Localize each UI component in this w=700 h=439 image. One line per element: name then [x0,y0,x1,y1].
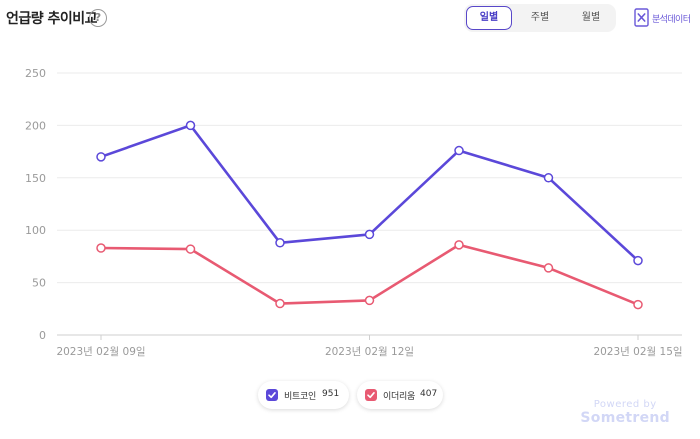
data-point [364,295,375,306]
data-point [454,240,464,250]
series-points [96,120,643,310]
chart-header: 언급량 추이비교 ? 일별 주별 월별 분석데이터 [0,0,700,40]
export-label: 분석데이터 [652,15,691,25]
period-tabs: 일별 주별 월별 [464,4,616,32]
data-point [185,244,196,254]
powered-by-text: Powered by [593,399,657,410]
data-point [633,299,643,310]
y-axis: 0 50 100 150 200 250 [25,67,46,342]
data-point [633,255,643,266]
excel-icon [634,8,649,27]
checkbox-checked-icon[interactable] [365,389,377,401]
data-point [543,173,554,183]
series-lines [99,124,640,306]
brand-logo-text: Sometrend [580,410,670,426]
y-tick-label: 50 [32,277,46,290]
x-tick-label: 2023년 02월 12일 [325,345,414,358]
data-point [454,145,464,156]
x-axis: 2023년 02월 09일 2023년 02월 12일 2023년 02월 15일 [56,335,683,358]
data-point [275,298,285,309]
x-tick-label: 2023년 02월 15일 [593,345,682,358]
data-point [364,229,375,240]
legend: 비트코인 951 이더리움 407 [0,381,700,411]
data-point [543,263,554,273]
y-tick-label: 200 [25,119,46,132]
data-point [185,120,196,131]
help-icon[interactable]: ? [89,9,107,27]
tab-weekly[interactable]: 주별 [530,12,550,23]
powered-by-watermark: Powered by Sometrend [580,399,670,426]
y-tick-label: 250 [25,67,46,80]
tab-daily[interactable]: 일별 [466,6,512,30]
y-tick-label: 100 [25,224,46,237]
series-line-1 [99,243,640,306]
chart-grid [57,72,682,336]
line-chart: 0 50 100 150 200 250 2023년 02월 09일 2023년 02월 1… [25,67,683,358]
legend-item-ethereum[interactable]: 이더리움 407 [357,381,443,409]
tab-monthly[interactable]: 월별 [581,12,601,23]
x-tick-label: 2023년 02월 09일 [56,345,145,358]
legend-item-bitcoin[interactable]: 비트코인 951 [258,381,349,409]
y-tick-label: 150 [25,172,46,185]
y-tick-label: 0 [39,329,46,342]
data-point [96,243,106,253]
legend-name: 비트코인 [284,392,316,402]
data-point [275,238,285,248]
legend-count: 407 [420,389,438,399]
series-line-0 [99,124,640,262]
data-point [96,152,106,162]
legend-count: 951 [322,389,340,399]
legend-name: 이더리움 [383,392,415,402]
chart-title: 언급량 추이비교 [6,11,98,27]
checkbox-checked-icon[interactable] [266,389,278,401]
